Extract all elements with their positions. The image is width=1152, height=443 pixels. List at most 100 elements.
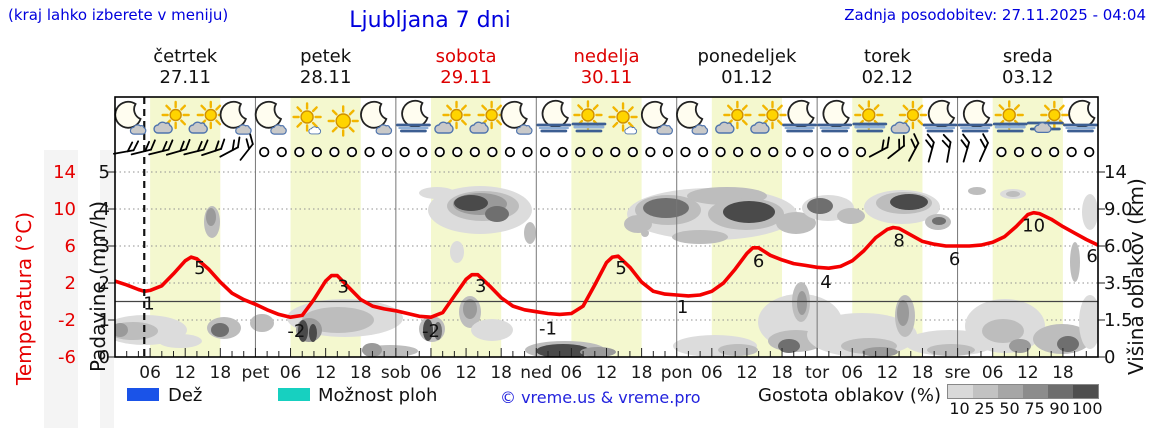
wind-calm-icon xyxy=(627,146,638,158)
weather-icon-fm xyxy=(957,99,993,133)
weather-icon-sc xyxy=(750,100,787,134)
wind-calm-icon xyxy=(504,146,516,158)
day-date: 03.12 xyxy=(1002,67,1054,88)
temperature-value-label: 1 xyxy=(677,297,688,318)
temperature-value-label: 6 xyxy=(753,251,764,272)
cloud-blob xyxy=(927,344,975,356)
weather-icon-fm xyxy=(922,99,958,133)
hour-label: 06 xyxy=(701,363,723,383)
temperature-value-label: 10 xyxy=(1022,216,1045,237)
day-date: 28.11 xyxy=(299,67,352,88)
wind-barb-icon xyxy=(868,136,890,158)
x-ticks xyxy=(126,348,1087,357)
cloud-blob xyxy=(968,187,986,195)
wind-barb-icon xyxy=(978,133,989,163)
wind-calm-icon xyxy=(838,146,849,158)
weather-icon-sc xyxy=(469,100,506,134)
temperature-value-label: 5 xyxy=(615,258,626,279)
wind-calm-icon xyxy=(399,146,410,158)
wind-calm-icon xyxy=(381,146,393,158)
weather-icon-mc xyxy=(500,100,533,135)
day-header-torek: torek 02.12 xyxy=(817,46,957,88)
temp-axis-tick: 14 xyxy=(53,162,76,183)
wind-calm-icon xyxy=(785,146,796,158)
hour-label: 06 xyxy=(280,363,302,383)
hour-label: 12 xyxy=(596,363,618,383)
cloud-blob xyxy=(524,222,536,244)
precip-axis-tick: 3 xyxy=(99,236,110,257)
wind-barb-icon xyxy=(941,133,952,163)
temperature-value-label: 6 xyxy=(949,249,960,270)
rain-legend-label: Dež xyxy=(168,385,203,406)
cloud-height-axis-tick: 0 xyxy=(1104,347,1115,368)
cloud-blob xyxy=(1009,339,1031,353)
precip-axis-tick: 0 xyxy=(99,347,110,368)
wind-calm-icon xyxy=(346,146,358,158)
copyright-link[interactable]: © vreme.us & vreme.pro xyxy=(500,388,701,407)
weather-icon-mc xyxy=(641,100,673,135)
cloud-blob xyxy=(485,206,509,222)
weather-icon-fm xyxy=(817,99,853,133)
wind-barb-icon xyxy=(239,133,254,161)
cloud-blob xyxy=(471,319,513,341)
hour-label: 12 xyxy=(736,363,758,383)
wind-barb-icon xyxy=(148,139,174,156)
wind-calm-icon xyxy=(662,146,674,158)
density-cell xyxy=(948,385,973,398)
wind-calm-icon xyxy=(1031,146,1042,158)
day-abbrev-label: sob xyxy=(381,363,411,383)
wind-calm-icon xyxy=(557,146,568,158)
cloud-height-axis-tick: 6.0 xyxy=(1104,236,1133,257)
hour-label: 12 xyxy=(1017,363,1039,383)
wind-barb-icon xyxy=(887,134,905,160)
cloud-blob xyxy=(982,319,1024,343)
cloud-blob xyxy=(1070,242,1080,282)
cloud-density-cells xyxy=(947,384,1099,399)
day-header-četrtek: četrtek 27.11 xyxy=(115,46,255,88)
hour-label: 18 xyxy=(490,363,512,383)
wind-barb-icon xyxy=(165,138,191,156)
cloud-blob xyxy=(723,201,775,223)
cloud-height-axis-tick: 14 xyxy=(1104,162,1127,183)
density-value: 25 xyxy=(974,399,995,418)
temperature-value-label: 1 xyxy=(143,293,154,314)
day-header-petek: petek 28.11 xyxy=(256,46,396,88)
rain-legend-swatch xyxy=(127,388,159,401)
precip-axis-tick: 1 xyxy=(99,310,110,331)
day-name: četrtek xyxy=(153,46,218,67)
day-abbrev-label: pet xyxy=(241,363,269,383)
wind-calm-icon xyxy=(715,146,726,158)
precipitation-axis-title: Padavine (mm/h) xyxy=(86,200,110,372)
wind-calm-icon xyxy=(1066,146,1077,158)
day-date: 30.11 xyxy=(580,67,633,88)
wind-calm-icon xyxy=(803,146,814,158)
temperature-value-label: 5 xyxy=(194,258,205,279)
cloud-blob xyxy=(807,198,833,214)
day-date: 27.11 xyxy=(159,67,211,88)
cloud-blob xyxy=(115,323,128,337)
precip-axis-tick: 5 xyxy=(99,162,110,183)
temperature-labels: 1 5 -2 3 -2 3 -1 5 1 6 4 8 6 10 6 xyxy=(143,216,1098,342)
weather-icon-fs xyxy=(992,100,1028,133)
density-cell xyxy=(1073,385,1098,398)
cloud-blob xyxy=(536,344,590,357)
cloud-blob xyxy=(1057,336,1079,352)
wind-calm-icon xyxy=(539,146,551,158)
wind-barb-icon xyxy=(201,138,226,156)
temperature-value-label: -2 xyxy=(287,321,305,342)
temperature-axis-title: Temperatura (°C) xyxy=(12,211,36,385)
wind-calm-icon xyxy=(750,146,761,158)
weather-icon-scf xyxy=(1026,100,1069,134)
day-name: torek xyxy=(864,46,911,67)
weather-icon-fs xyxy=(571,100,607,133)
showers-legend-swatch xyxy=(278,388,310,401)
plot-border xyxy=(114,96,1099,358)
temp-axis-tick: 2 xyxy=(65,273,76,294)
hour-label: 06 xyxy=(420,363,442,383)
cloud-height-axis-tick: 1.5 xyxy=(1104,310,1133,331)
weather-icon-fs xyxy=(852,100,888,133)
background-strip xyxy=(44,150,78,428)
cloud-blob xyxy=(797,291,807,315)
wind-calm-icon xyxy=(364,146,375,158)
